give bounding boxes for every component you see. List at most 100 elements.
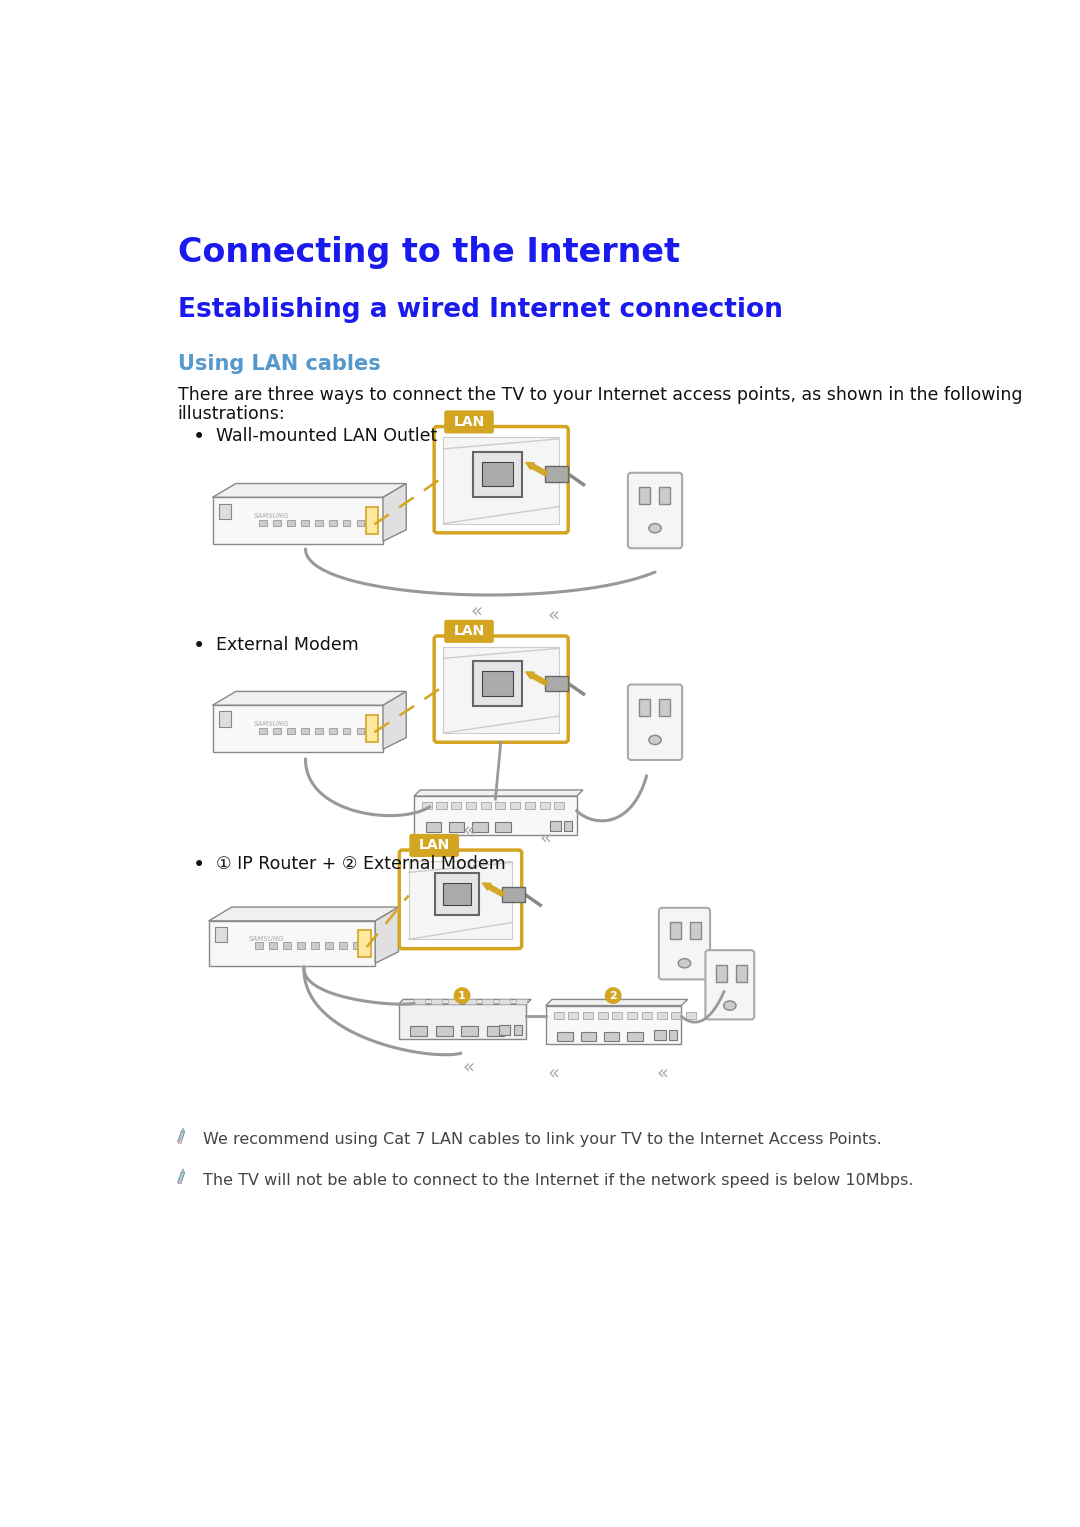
Bar <box>496 802 505 809</box>
Bar <box>465 802 476 809</box>
Bar <box>273 519 281 525</box>
Bar <box>325 942 333 948</box>
Text: Using LAN cables: Using LAN cables <box>177 354 380 374</box>
Bar <box>487 1026 504 1035</box>
Bar <box>669 1031 677 1040</box>
Bar <box>627 1012 637 1019</box>
Bar <box>301 728 309 734</box>
FancyBboxPatch shape <box>400 851 522 948</box>
Bar <box>359 930 370 956</box>
Bar <box>554 1012 564 1019</box>
Polygon shape <box>399 1000 531 1005</box>
FancyBboxPatch shape <box>444 620 494 643</box>
Bar <box>422 802 432 809</box>
Polygon shape <box>213 484 406 498</box>
Bar <box>496 823 511 832</box>
Bar <box>481 802 490 809</box>
FancyBboxPatch shape <box>659 909 710 979</box>
FancyBboxPatch shape <box>627 684 683 760</box>
Text: LAN: LAN <box>454 415 485 429</box>
Text: Connecting to the Internet: Connecting to the Internet <box>177 235 679 269</box>
Bar <box>435 1026 453 1035</box>
Text: •: • <box>193 637 205 657</box>
Polygon shape <box>181 1128 185 1132</box>
Bar <box>565 822 572 831</box>
Bar <box>654 1031 666 1040</box>
Bar <box>342 728 350 734</box>
Bar <box>499 1025 510 1035</box>
FancyBboxPatch shape <box>627 473 683 548</box>
FancyBboxPatch shape <box>705 950 754 1020</box>
Text: «: « <box>548 605 559 625</box>
Text: 1: 1 <box>458 991 465 1000</box>
FancyBboxPatch shape <box>444 411 494 434</box>
FancyArrow shape <box>526 463 548 476</box>
Bar <box>659 487 670 504</box>
Bar <box>451 802 461 809</box>
Text: «: « <box>462 820 474 840</box>
Bar <box>568 1012 578 1019</box>
Text: SAMSUNG: SAMSUNG <box>255 513 289 519</box>
Text: We recommend using Cat 7 LAN cables to link your TV to the Internet Access Point: We recommend using Cat 7 LAN cables to l… <box>203 1132 882 1147</box>
Bar <box>499 1000 510 1005</box>
Bar <box>339 942 347 948</box>
Bar <box>297 942 305 948</box>
Bar <box>410 1026 428 1035</box>
Text: «: « <box>462 1058 474 1077</box>
Bar <box>259 519 267 525</box>
Ellipse shape <box>678 959 691 968</box>
Text: «: « <box>656 1063 669 1083</box>
Polygon shape <box>414 789 583 796</box>
Bar <box>356 519 364 525</box>
Text: LAN: LAN <box>419 838 449 852</box>
Text: The TV will not be able to connect to the Internet if the network speed is below: The TV will not be able to connect to th… <box>203 1173 914 1188</box>
FancyBboxPatch shape <box>434 637 568 742</box>
Bar <box>516 1000 527 1005</box>
Bar <box>177 1182 180 1183</box>
Bar <box>448 1000 459 1005</box>
Bar <box>550 822 562 831</box>
Bar <box>544 675 568 692</box>
Bar <box>638 699 649 716</box>
Polygon shape <box>408 861 512 939</box>
Bar <box>686 1012 697 1019</box>
Polygon shape <box>177 1132 185 1142</box>
Ellipse shape <box>649 524 661 533</box>
Bar <box>353 942 361 948</box>
Bar <box>366 507 378 534</box>
Polygon shape <box>177 1171 185 1183</box>
Bar <box>604 1032 619 1041</box>
Bar <box>269 942 276 948</box>
Bar <box>356 728 364 734</box>
Bar <box>414 1000 424 1005</box>
FancyArrow shape <box>483 883 504 896</box>
Text: Establishing a wired Internet connection: Establishing a wired Internet connection <box>177 298 783 324</box>
Bar <box>510 802 521 809</box>
Text: •: • <box>193 855 205 875</box>
Bar <box>399 1005 526 1038</box>
Bar <box>627 1032 643 1041</box>
Bar <box>514 1025 522 1035</box>
Bar <box>659 699 670 716</box>
Bar <box>287 519 295 525</box>
Text: •: • <box>193 428 205 447</box>
Bar <box>449 823 464 832</box>
Bar <box>716 965 727 982</box>
Bar <box>177 1141 180 1142</box>
Bar <box>638 487 649 504</box>
Text: «: « <box>540 828 552 847</box>
Text: LAN: LAN <box>454 625 485 638</box>
Bar <box>342 519 350 525</box>
Bar <box>737 965 747 982</box>
Bar <box>657 1012 666 1019</box>
Bar <box>473 452 522 496</box>
Polygon shape <box>375 907 399 964</box>
Text: ① IP Router + ② External Modem: ① IP Router + ② External Modem <box>216 855 507 873</box>
Text: SAMSUNG: SAMSUNG <box>249 936 285 942</box>
Bar <box>215 927 227 942</box>
Bar <box>670 922 680 939</box>
Bar <box>431 1000 442 1005</box>
Bar <box>314 728 323 734</box>
Bar <box>218 504 231 519</box>
Bar <box>482 461 513 486</box>
